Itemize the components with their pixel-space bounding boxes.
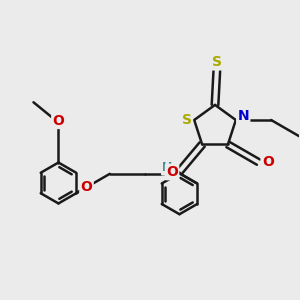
Text: S: S (212, 55, 222, 69)
Text: O: O (262, 155, 274, 169)
Text: O: O (80, 180, 92, 194)
Text: O: O (52, 114, 64, 128)
Text: O: O (166, 165, 178, 179)
Text: H: H (162, 161, 172, 174)
Text: N: N (237, 109, 249, 123)
Text: S: S (182, 113, 192, 127)
